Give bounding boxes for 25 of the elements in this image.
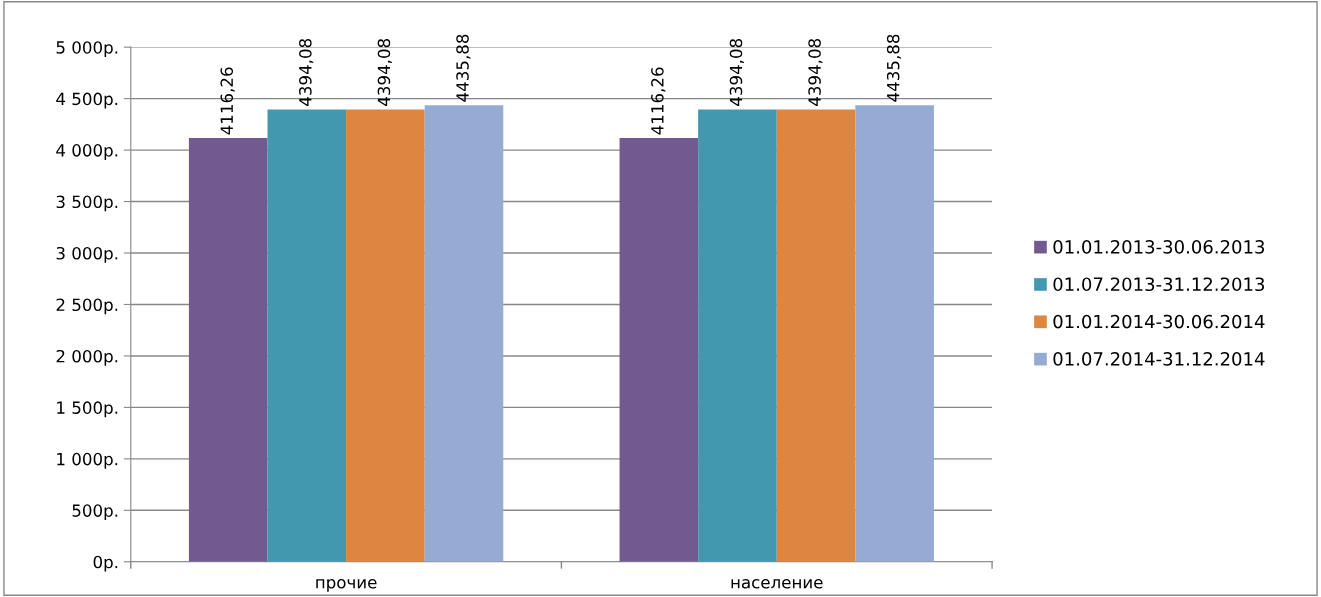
data-label: 4394,08 [808, 38, 823, 106]
y-tick-label: 1 000р. [57, 452, 118, 469]
y-tick-label: 500р. [72, 504, 118, 521]
y-tick-label: 4 500р. [56, 92, 118, 109]
y-tick-label: 1 500р. [57, 401, 118, 418]
data-label: 4116,26 [220, 67, 235, 135]
data-label: 4394,08 [299, 38, 314, 106]
y-tick-label: 3 500р. [56, 195, 118, 212]
data-label: 4435,88 [886, 34, 902, 102]
legend-label: 01.07.2013-31.12.2013 [1053, 277, 1265, 292]
data-label: 4435,88 [456, 34, 471, 102]
y-tick-label: 0р. [93, 555, 118, 572]
legend-label: 01.07.2014-31.12.2014 [1053, 352, 1265, 366]
data-label: 4394,08 [729, 38, 744, 106]
data-label: 4394,08 [377, 38, 392, 106]
legend-label: 01.01.2013-30.06.2013 [1053, 240, 1265, 254]
y-tick-label: 3 000р. [56, 246, 118, 263]
y-tick-label: 2 000р. [56, 349, 118, 366]
x-tick-label: прочие [316, 579, 377, 592]
legend-label: 01.01.2014-30.06.2014 [1053, 314, 1265, 329]
x-tick-label: население [731, 579, 823, 589]
data-label: 4116,26 [651, 67, 666, 135]
y-tick-label: 4 000р. [56, 144, 118, 160]
y-tick-label: 5 000р. [56, 41, 118, 57]
y-tick-label: 2 500р. [56, 298, 118, 315]
